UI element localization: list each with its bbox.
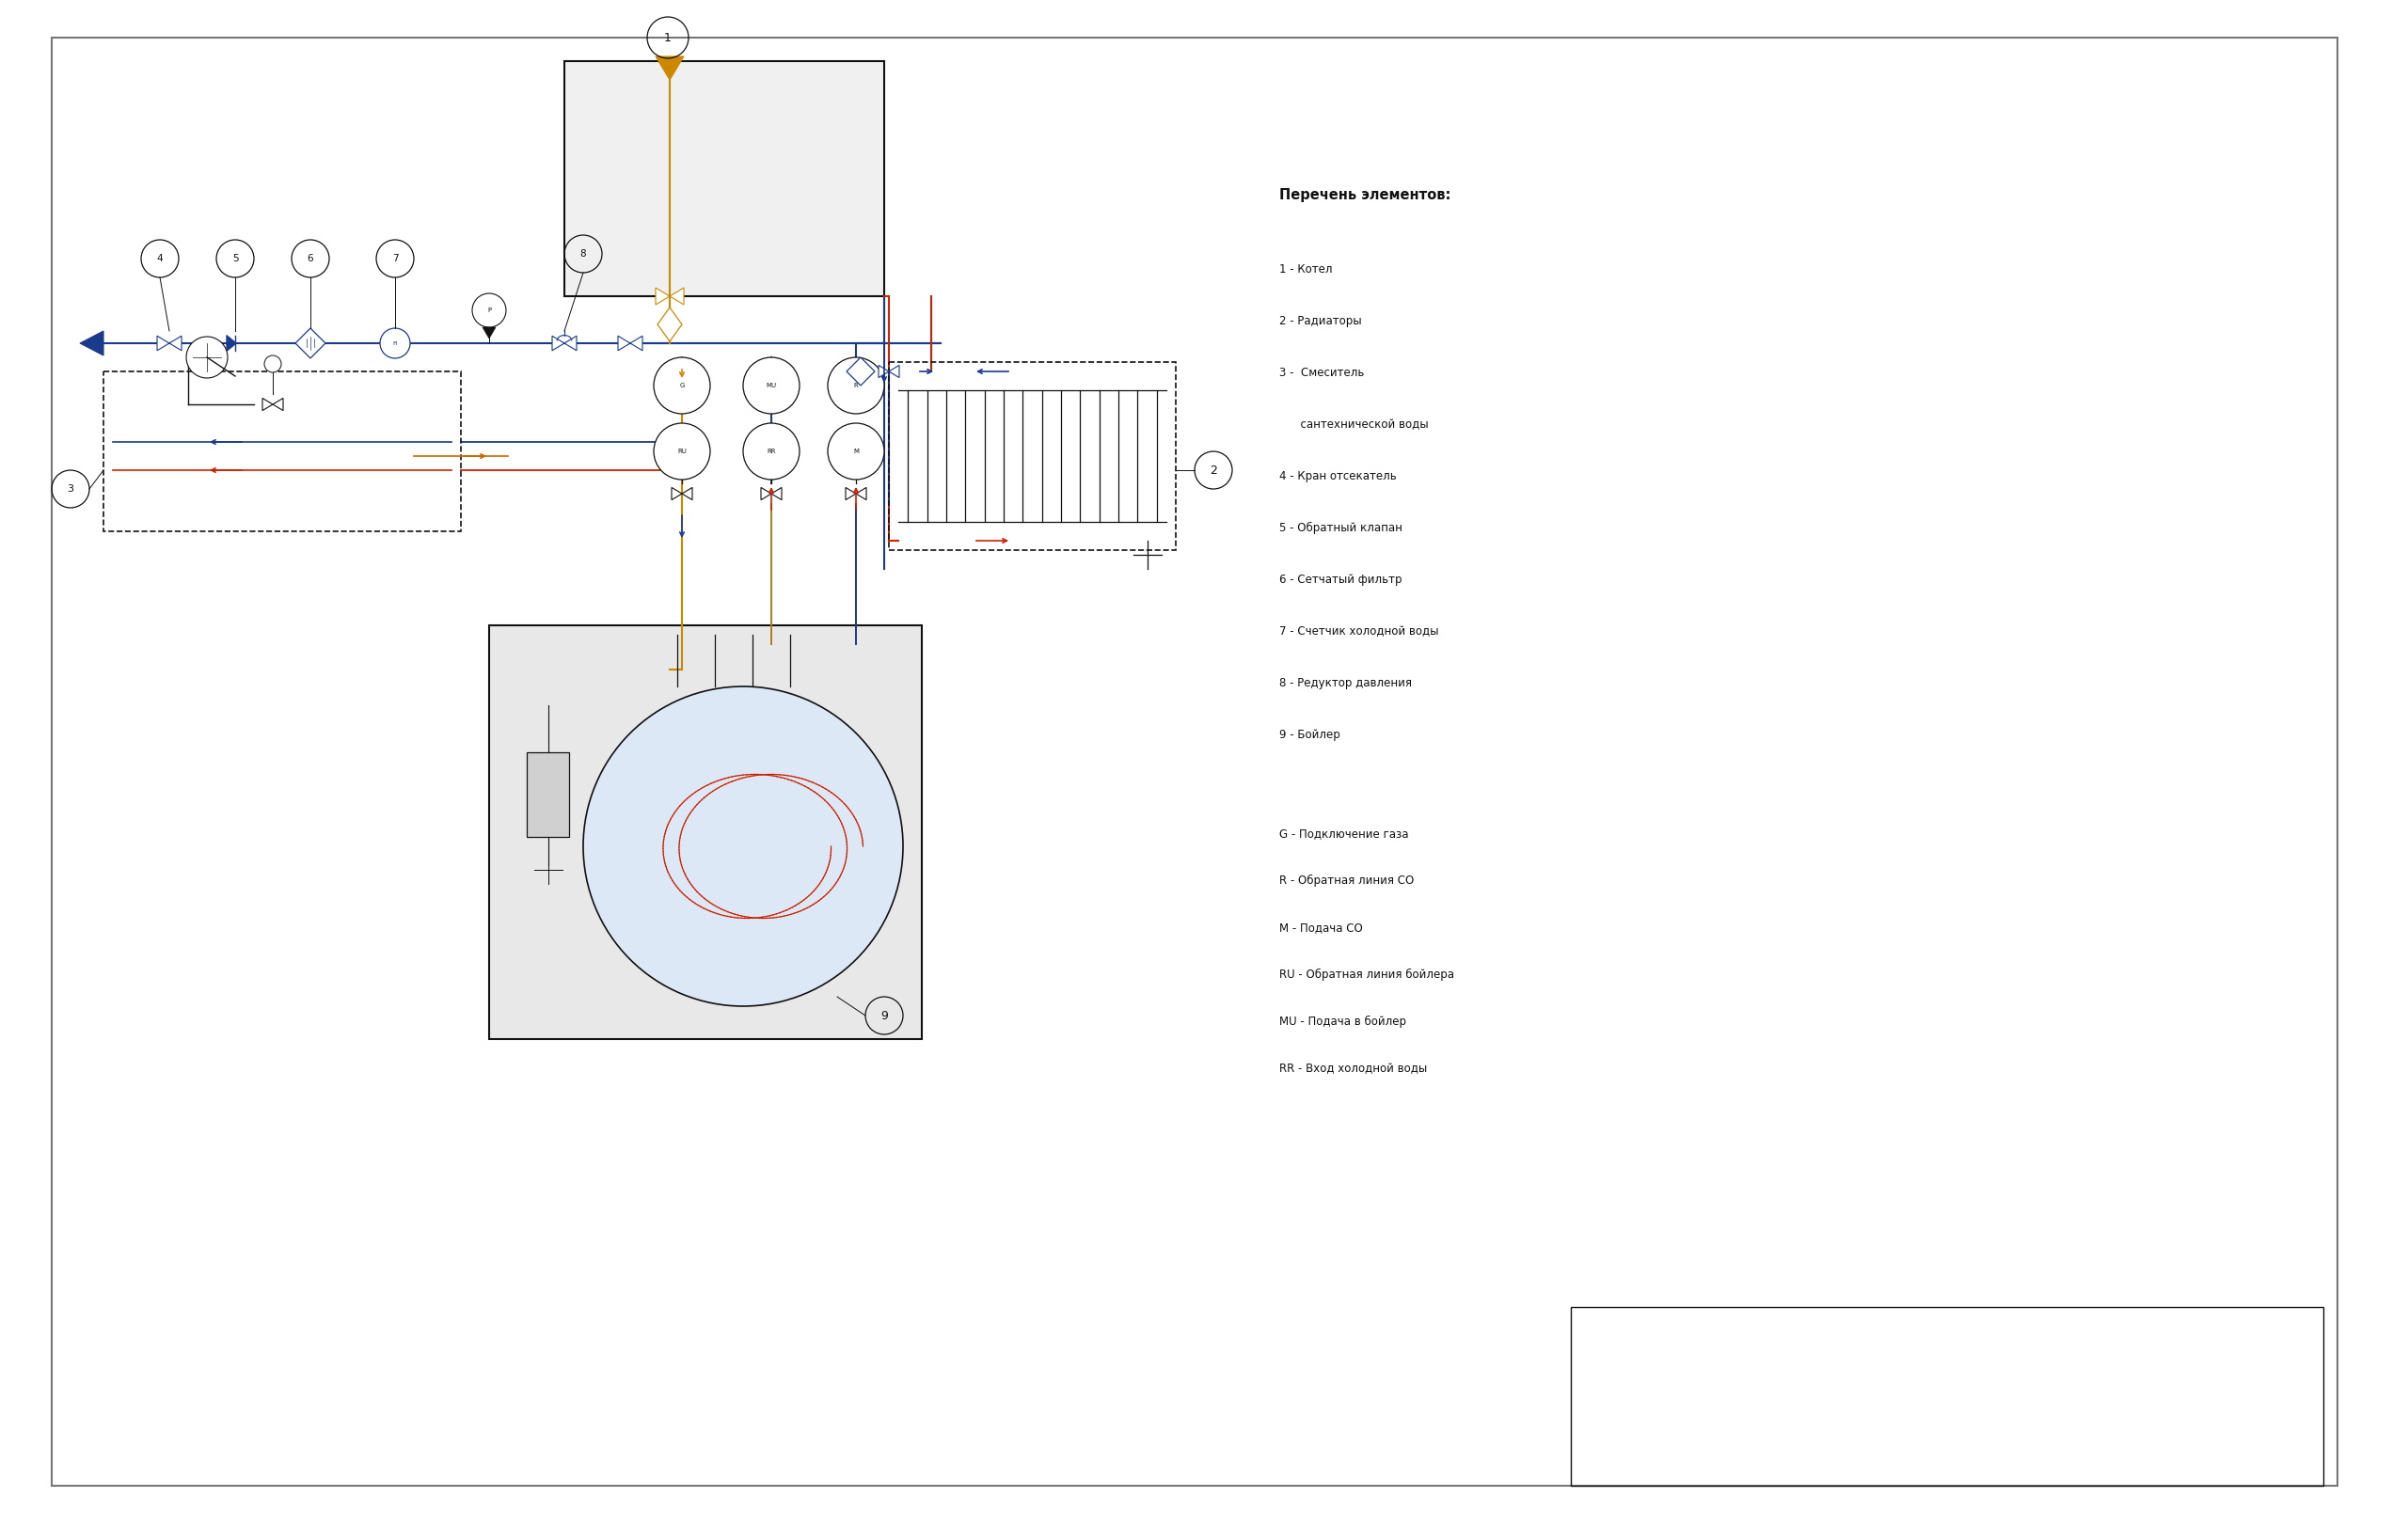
Polygon shape [262,398,272,411]
Text: 1 - Котел: 1 - Котел [1279,263,1332,275]
Text: G - Подключение газа: G - Подключение газа [1279,827,1409,839]
Text: 8: 8 [580,249,585,258]
Text: 9 - Бойлер: 9 - Бойлер [1279,729,1341,742]
Circle shape [583,687,903,1006]
Bar [104,372,460,531]
Text: RR - Вход холодной воды: RR - Вход холодной воды [1279,1063,1428,1075]
Circle shape [472,294,506,327]
Text: сантехнической воды: сантехнической воды [1279,419,1428,431]
Text: 2: 2 [1209,465,1216,477]
Text: MU: MU [766,382,775,388]
Circle shape [828,424,884,480]
Polygon shape [169,336,181,350]
Text: P: P [486,307,491,313]
Polygon shape [226,335,236,352]
Polygon shape [761,488,771,500]
Bar [489,625,922,1040]
Text: 2 - Радиаторы: 2 - Радиаторы [1279,315,1361,327]
Polygon shape [771,488,783,500]
Polygon shape [669,287,684,304]
Text: FI: FI [393,341,397,346]
Bar [563,61,884,297]
Text: RU: RU [677,448,686,454]
Polygon shape [848,358,874,385]
Text: 5 - Обратный клапан: 5 - Обратный клапан [1279,521,1401,534]
Polygon shape [482,327,496,338]
Text: 3 -  Смеситель: 3 - Смеситель [1279,367,1365,379]
Text: M: M [852,448,860,454]
Text: 6 - Сетчатый фильтр: 6 - Сетчатый фильтр [1279,573,1401,586]
Polygon shape [619,336,631,350]
Text: M - Подача СО: M - Подача СО [1279,922,1363,934]
Polygon shape [631,336,643,350]
Polygon shape [889,365,898,378]
Text: R - Обратная линия СО: R - Обратная линия СО [1279,875,1413,887]
Polygon shape [657,307,681,341]
Polygon shape [655,287,669,304]
Circle shape [828,358,884,414]
Polygon shape [563,336,576,350]
Polygon shape [845,488,855,500]
Text: MU - Подача в бойлер: MU - Подача в бойлер [1279,1015,1406,1027]
Text: G: G [679,382,684,388]
Polygon shape [79,330,104,355]
Text: 4 - Кран отсекатель: 4 - Кран отсекатель [1279,471,1397,482]
Polygon shape [681,488,694,500]
Text: RU - Обратная линия бойлера: RU - Обратная линия бойлера [1279,968,1454,982]
Circle shape [744,358,799,414]
Text: 3: 3 [67,485,75,494]
Text: 6: 6 [308,254,313,263]
Text: RR: RR [766,448,775,454]
Polygon shape [655,57,684,80]
Polygon shape [551,336,563,350]
Polygon shape [296,329,325,358]
Text: 7: 7 [393,254,397,263]
Circle shape [265,355,282,373]
Text: 1: 1 [665,32,672,44]
Circle shape [653,358,710,414]
Circle shape [185,336,229,378]
Polygon shape [672,488,681,500]
Polygon shape [855,488,867,500]
Circle shape [653,424,710,480]
Text: 7 - Счетчик холодной воды: 7 - Счетчик холодной воды [1279,625,1438,638]
Bar [889,362,1175,550]
Bar [527,752,568,836]
Text: 8 - Редуктор давления: 8 - Редуктор давления [1279,677,1411,690]
Text: Перечень элементов:: Перечень элементов: [1279,188,1450,202]
Polygon shape [879,365,889,378]
Polygon shape [272,398,284,411]
Polygon shape [157,336,169,350]
Text: R: R [855,382,857,388]
Circle shape [380,329,409,358]
Text: 4: 4 [157,254,164,263]
Text: 9: 9 [881,1009,889,1021]
Circle shape [744,424,799,480]
Bar [1570,1307,2324,1486]
Text: 5: 5 [231,254,238,263]
